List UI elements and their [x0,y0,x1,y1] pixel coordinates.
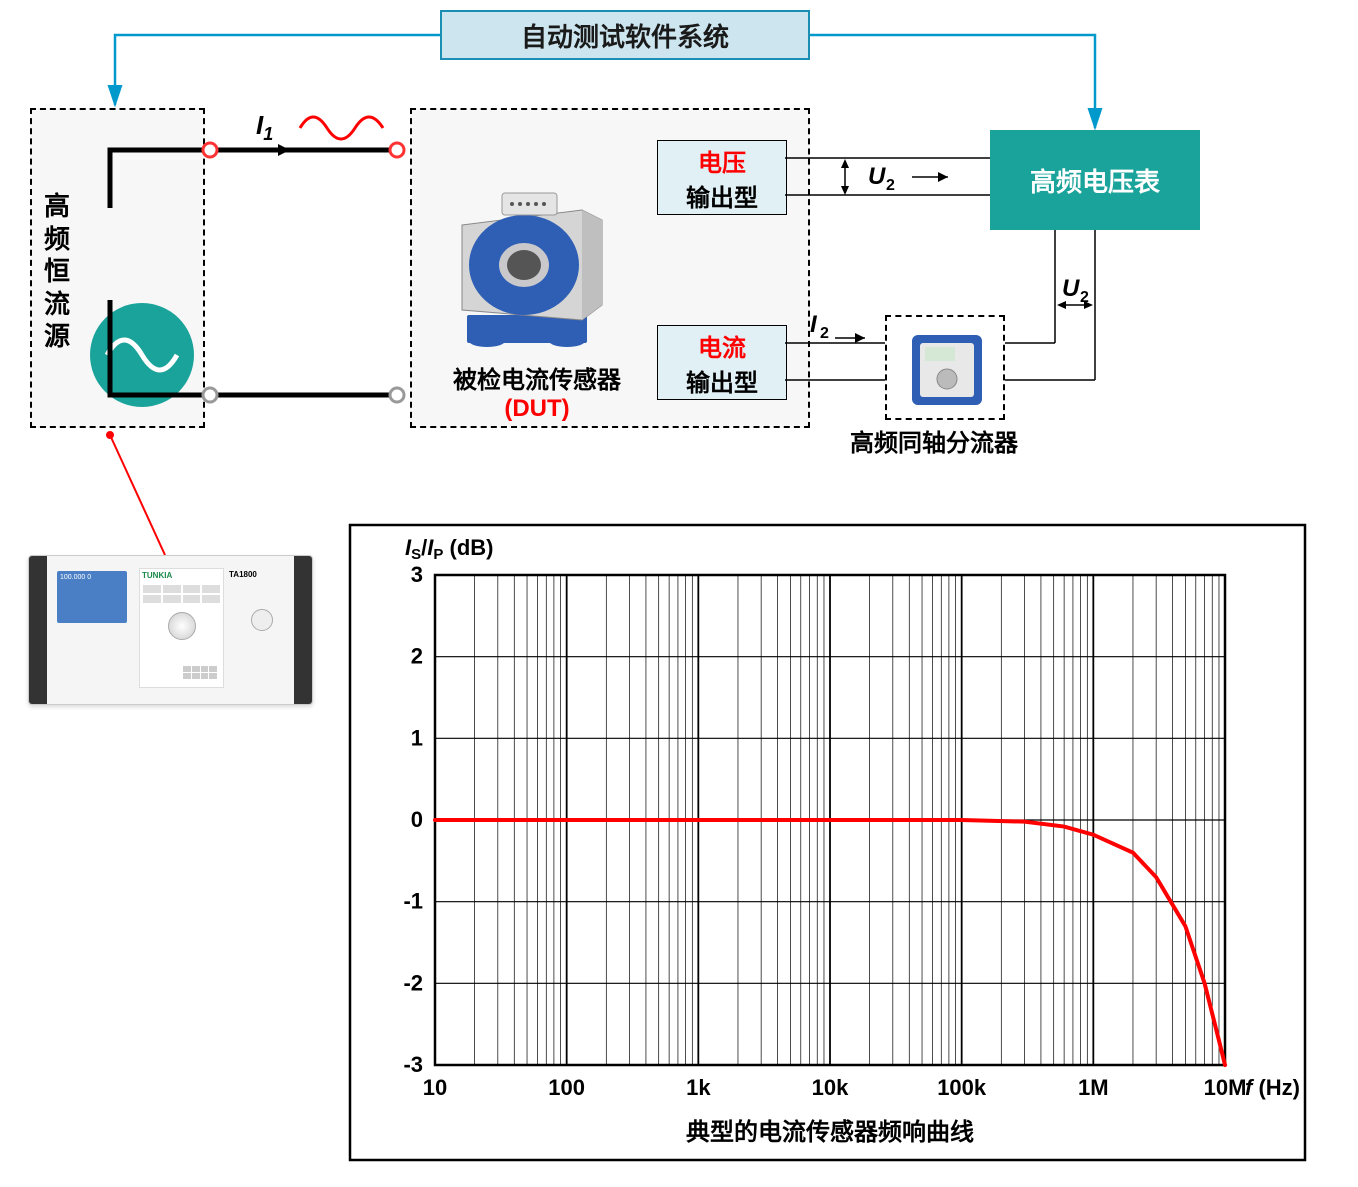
shunt-icon [887,317,1003,418]
shunt-label: 高频同轴分流器 [850,423,1018,458]
svg-text:f (Hz): f (Hz) [1245,1075,1300,1100]
svg-text:U: U [1062,275,1080,302]
svg-text:10k: 10k [812,1075,849,1100]
svg-text:U: U [868,163,886,190]
chart-box: -3-2-10123101001k10k100k1M10M IS/IP (dB)… [345,520,1315,1170]
instrument-brand: TUNKIA [140,569,223,582]
svg-text:100k: 100k [937,1075,987,1100]
svg-text:-1: -1 [403,889,423,914]
svg-text:100: 100 [548,1075,585,1100]
shunt-box [885,315,1005,420]
svg-text:1M: 1M [1078,1075,1109,1100]
svg-text:1: 1 [411,725,423,750]
svg-text:-2: -2 [403,970,423,995]
svg-text:2: 2 [820,325,829,342]
svg-text:10M: 10M [1204,1075,1247,1100]
svg-text:10: 10 [423,1075,447,1100]
svg-text:2: 2 [411,644,423,669]
svg-text:I: I [810,311,818,338]
svg-text:0: 0 [411,807,423,832]
svg-text:2: 2 [1080,289,1089,306]
chart-svg: -3-2-10123101001k10k100k1M10M IS/IP (dB)… [345,520,1315,1170]
callout-line [0,0,300,600]
svg-text:典型的电流传感器频响曲线: 典型的电流传感器频响曲线 [686,1118,974,1146]
svg-text:1k: 1k [686,1075,711,1100]
svg-text:-3: -3 [403,1052,423,1077]
svg-text:3: 3 [411,562,423,587]
svg-text:2: 2 [886,177,895,194]
instrument-box: 100.000 0 TUNKIA TA1800 [28,555,313,705]
instrument-model: TA1800 [229,568,294,579]
